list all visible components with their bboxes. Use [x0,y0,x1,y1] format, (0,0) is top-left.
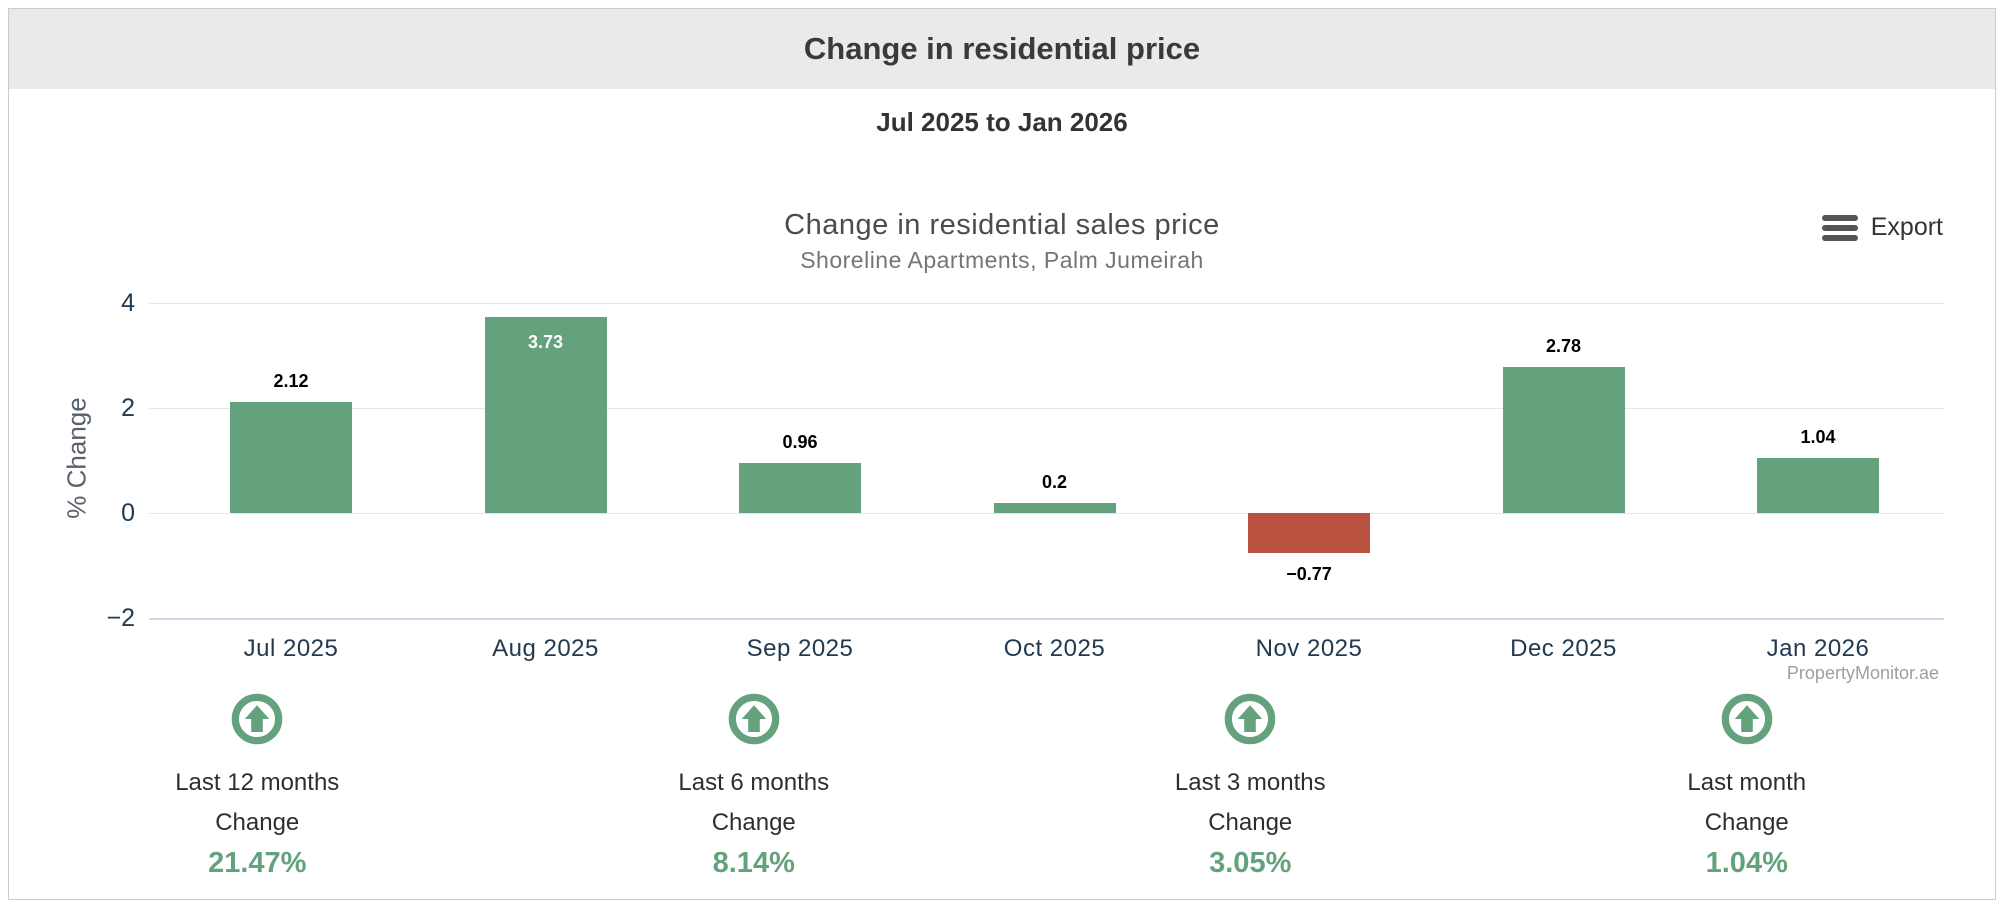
summary-last-12-months: Last 12 months Change 21.47% [9,693,506,883]
summary-change-label: Change [1208,809,1293,836]
y-tick-label: 2 [121,394,135,422]
y-tick-label: 0 [121,499,135,527]
gridline [149,303,1944,304]
bar-value-label: 1.04 [1800,427,1836,448]
summary-change-label: Change [1704,809,1789,836]
summary-change-value: 21.47% [208,847,307,879]
date-range-subtitle: Jul 2025 to Jan 2026 [876,107,1128,137]
arrow-up-circle-icon [1721,693,1773,745]
export-menu-icon [1821,214,1858,241]
summary-change-value: 3.05% [1209,847,1292,879]
x-tick-label: Oct 2025 [1003,635,1106,662]
y-tick-label: 4 [121,289,135,317]
summary-period: Last month [1687,769,1807,796]
bar-value-label: −0.77 [1286,564,1332,585]
bar-chart-plot-area: 4 2 0 −2 2.12 Jul 2025 3.73 Aug 2025 0.96 Sep 202… [9,9,1995,899]
gridline [149,408,1944,409]
summary-row: Last 12 months Change 21.47% Last 6 mont… [9,693,1995,883]
chart-subtitle: Shoreline Apartments, Palm Jumeirah [800,247,1204,273]
chart-title: Change in residential sales price [784,209,1220,241]
watermark: PropertyMonitor.ae [1786,663,1939,683]
header-band: Change in residential price [9,9,1995,89]
x-tick-label: Jan 2026 [1766,635,1870,662]
export-button-label: Export [1870,213,1943,241]
summary-change-label: Change [215,809,300,836]
bar-value-label: 0.96 [782,431,818,452]
bar-jul-2025[interactable] [230,401,352,513]
export-button[interactable]: Export [1821,213,1943,242]
x-tick-label: Nov 2025 [1255,635,1363,662]
x-tick-label: Dec 2025 [1510,635,1617,662]
bar-dec-2025[interactable] [1502,367,1625,513]
report-panel: Change in residential price Jul 2025 to … [8,8,1996,900]
summary-last-month: Last month Change 1.04% [1499,693,1996,883]
arrow-up-circle-icon [728,693,780,745]
bar-jan-2026[interactable] [1757,458,1879,513]
bar-sep-2025[interactable] [739,462,861,513]
summary-period: Last 6 months [678,769,830,796]
summary-period: Last 12 months [175,769,340,796]
arrow-up-circle-icon [231,693,283,745]
gridline [149,513,1944,514]
bar-oct-2025[interactable] [993,502,1116,513]
summary-last-6-months: Last 6 months Change 8.14% [506,693,1003,883]
x-tick-label: Jul 2025 [243,635,339,662]
summary-last-3-months: Last 3 months Change 3.05% [1002,693,1499,883]
bar-value-label: 0.2 [1041,471,1068,492]
bar-value-label: 2.78 [1545,336,1582,357]
bar-value-label: 3.73 [527,332,564,353]
arrow-up-circle-icon [1224,693,1276,745]
x-axis-line [149,618,1944,620]
x-tick-label: Aug 2025 [492,635,599,662]
summary-period: Last 3 months [1174,769,1326,796]
bar-nov-2025[interactable] [1248,513,1370,554]
summary-change-value: 1.04% [1705,847,1788,879]
page-title: Change in residential price [803,31,1201,66]
x-tick-label: Sep 2025 [746,635,854,662]
summary-change-value: 8.14% [712,847,795,879]
summary-change-label: Change [711,809,796,836]
bar-aug-2025[interactable] [484,317,607,513]
y-tick-label: −2 [106,604,135,632]
bar-value-label: 2.12 [273,370,309,391]
